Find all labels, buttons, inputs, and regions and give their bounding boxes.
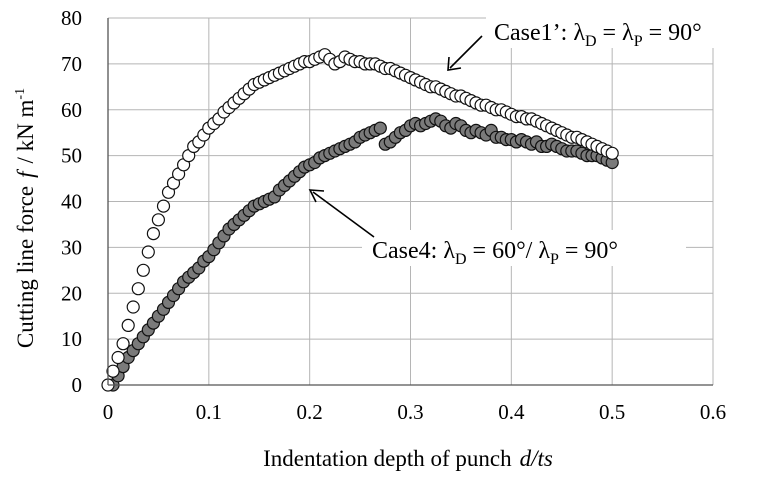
x-tick-label-0: 0 bbox=[103, 400, 114, 424]
case1-label-background bbox=[486, 14, 772, 48]
case4-label-mid: = 60°/ λ bbox=[467, 238, 551, 264]
y-tick-label-7: 70 bbox=[61, 52, 82, 76]
y-tick-label-0: 0 bbox=[72, 373, 83, 397]
series-case4-points bbox=[106, 112, 619, 392]
y-tick-label-6: 60 bbox=[61, 98, 82, 122]
y-tick-label-2: 20 bbox=[61, 281, 82, 305]
case1-point-100 bbox=[605, 146, 619, 160]
case1-label-prefix: Case1’: λ bbox=[494, 20, 585, 46]
case1-point-9 bbox=[146, 227, 160, 241]
y-tick-label-3: 30 bbox=[61, 235, 82, 259]
case1-point-1 bbox=[106, 364, 120, 378]
x-tick-label-4: 0.4 bbox=[498, 400, 525, 424]
y-tick-label-8: 80 bbox=[61, 6, 82, 30]
x-axis-label: Indentation depth of punch bbox=[263, 446, 512, 471]
y-tick-labels: 0 10 20 30 40 50 60 70 80 bbox=[61, 6, 82, 397]
case1-point-4 bbox=[121, 318, 135, 332]
y-tick-label-1: 10 bbox=[61, 327, 82, 351]
y-axis-unit: / kN m bbox=[13, 99, 38, 163]
y-axis-unit-sup: -1 bbox=[13, 88, 28, 100]
case4-label-background bbox=[362, 230, 686, 266]
case4-label: Case4: λD = 60°/ λP = 90° bbox=[372, 238, 618, 268]
case1-point-2 bbox=[111, 350, 125, 365]
case1-point-3 bbox=[116, 337, 130, 351]
case4-label-sub-d: D bbox=[455, 251, 467, 268]
case4-label-suffix: = 90° bbox=[559, 238, 618, 264]
y-tick-label-5: 50 bbox=[61, 144, 82, 168]
x-tick-label-3: 0.3 bbox=[397, 400, 423, 424]
x-axis-var: d/ts bbox=[520, 446, 553, 471]
case4-arrow-head bbox=[308, 189, 325, 203]
y-tick-label-4: 40 bbox=[61, 190, 82, 214]
x-axis-title: Indentation depth of punch d/ts bbox=[263, 446, 553, 471]
plot-frame bbox=[107, 18, 713, 386]
case1-label-mid: = λ bbox=[597, 20, 635, 46]
case1-point-10 bbox=[151, 213, 165, 227]
y-axis-label: Cutting line force bbox=[13, 186, 38, 348]
x-tick-label-5: 0.5 bbox=[599, 400, 625, 424]
case1-point-7 bbox=[136, 263, 150, 277]
x-tick-label-6: 0.6 bbox=[700, 400, 726, 424]
x-tick-label-1: 0.1 bbox=[196, 400, 222, 424]
case1-point-6 bbox=[131, 282, 145, 296]
annotation-arrows bbox=[308, 35, 483, 238]
y-axis-var: f bbox=[13, 168, 38, 178]
case1-label: Case1’: λD = λP = 90° bbox=[494, 20, 702, 50]
case4-label-sub-p: P bbox=[550, 251, 559, 268]
case1-label-sub-p: P bbox=[634, 33, 643, 50]
case1-point-5 bbox=[126, 300, 140, 314]
case1-label-sub-d: D bbox=[585, 33, 597, 50]
series-case1-points bbox=[101, 48, 619, 392]
x-tick-labels: 0 0.1 0.2 0.3 0.4 0.5 0.6 bbox=[103, 400, 726, 424]
case4-label-prefix: Case4: λ bbox=[372, 238, 455, 264]
case1-arrow-head bbox=[447, 56, 462, 71]
case4-point-53 bbox=[373, 121, 387, 135]
case4-arrow-line bbox=[312, 191, 375, 238]
y-axis-title: Cutting line force f / kN m-1 bbox=[13, 88, 38, 348]
case1-point-11 bbox=[156, 199, 171, 213]
case1-point-8 bbox=[141, 245, 155, 259]
x-tick-label-2: 0.2 bbox=[297, 400, 323, 424]
case1-arrow-line bbox=[449, 35, 483, 69]
case1-label-suffix: = 90° bbox=[643, 20, 702, 46]
